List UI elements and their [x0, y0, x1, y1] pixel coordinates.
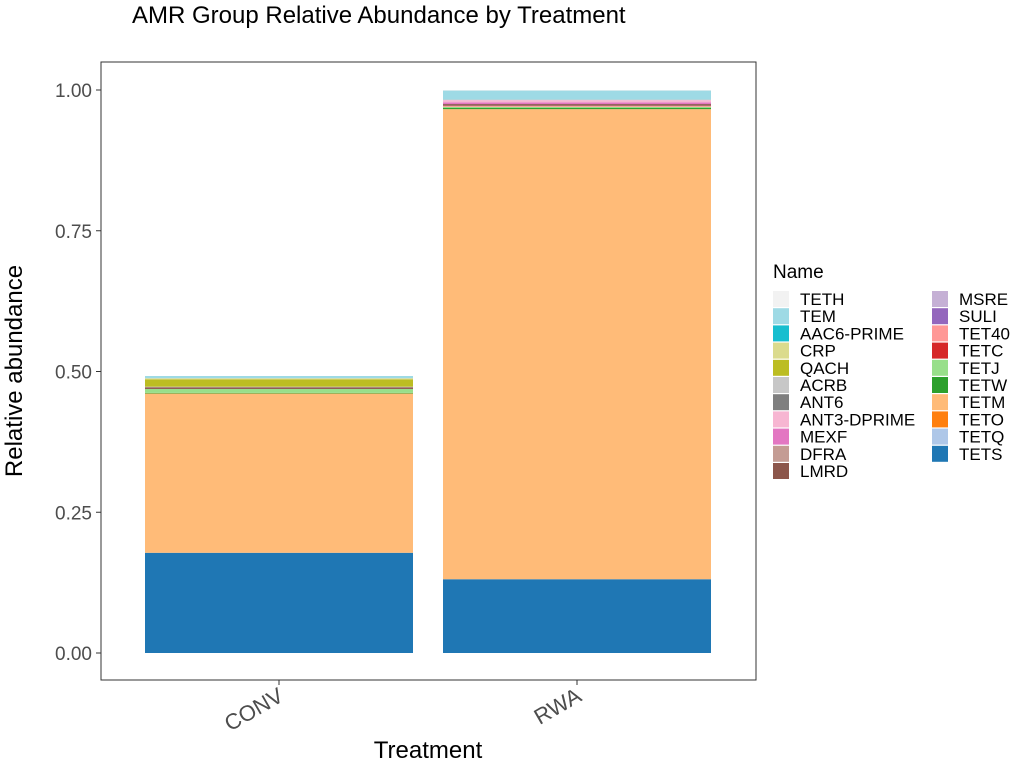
- bar-conv-tets: [145, 552, 413, 653]
- x-axis-title: Treatment: [374, 737, 483, 764]
- legend-swatch: [773, 377, 789, 393]
- y-tick-label: 1.00: [55, 81, 92, 102]
- legend-label: TET40: [959, 324, 1010, 343]
- legend-swatch: [932, 291, 948, 307]
- legend-label: TETC: [959, 342, 1003, 361]
- legend-swatch: [932, 308, 948, 325]
- bar-conv-qach: [145, 379, 413, 387]
- bar-rwa-teth: [443, 90, 711, 91]
- bar-rwa-tet40: [443, 105, 711, 107]
- legend: Name TETHTEMAAC6-PRIMECRPQACHACRBANT6ANT…: [773, 262, 1010, 481]
- bar-conv-tem: [145, 376, 413, 379]
- legend-label: AAC6-PRIME: [800, 324, 904, 343]
- bar-conv-tetw: [145, 392, 413, 394]
- legend-label: ANT6: [800, 393, 843, 412]
- bar-conv-crp: [145, 378, 413, 380]
- legend-swatch: [932, 359, 948, 376]
- legend-label: TETS: [959, 445, 1002, 464]
- bar-rwa-lmrd: [443, 104, 711, 106]
- legend-label: QACH: [800, 359, 849, 378]
- legend-swatch: [932, 325, 948, 342]
- legend-swatch: [932, 394, 948, 411]
- legend-swatch: [773, 325, 789, 342]
- legend-swatch: [773, 359, 789, 376]
- legend-swatch: [773, 394, 789, 411]
- bar-rwa-ant3-dprime: [443, 100, 711, 103]
- legend-swatch: [932, 411, 948, 428]
- y-tick-label: 0.25: [55, 503, 92, 524]
- bar-conv-acrb: [145, 386, 413, 388]
- x-axis: CONV RWA: [220, 680, 586, 736]
- legend-swatch: [932, 377, 948, 393]
- legend-label: MEXF: [800, 428, 847, 447]
- legend-swatch: [773, 411, 789, 428]
- legend-swatch: [773, 463, 789, 479]
- legend-label: TETQ: [959, 428, 1004, 447]
- chart-title: AMR Group Relative Abundance by Treatmen…: [132, 2, 626, 29]
- legend-label: SULI: [959, 307, 997, 326]
- bar-conv-tetm: [145, 393, 413, 553]
- bar-rwa-mexf: [443, 102, 711, 105]
- y-axis: 0.00 0.25 0.50 0.75 1.00: [55, 81, 101, 665]
- legend-label: ACRB: [800, 376, 847, 395]
- legend-label: TEM: [800, 307, 836, 326]
- legend-label: ANT3-DPRIME: [800, 410, 915, 429]
- legend-swatch: [773, 445, 789, 462]
- legend-swatch: [773, 342, 789, 359]
- y-tick-label: 0.75: [55, 222, 92, 243]
- bar-conv-lmrd: [145, 387, 413, 389]
- y-tick-label: 0.00: [55, 644, 92, 665]
- legend-label: CRP: [800, 342, 836, 361]
- legend-label: DFRA: [800, 445, 847, 464]
- bar-rwa-acrb: [443, 99, 711, 101]
- legend-title: Name: [773, 262, 824, 283]
- y-axis-title: Relative abundance: [1, 265, 28, 477]
- legend-label: LMRD: [800, 462, 848, 481]
- legend-label: TETW: [959, 376, 1007, 395]
- y-tick-label: 0.50: [55, 363, 92, 384]
- bar-rwa-tetj: [443, 106, 711, 109]
- legend-label: TETO: [959, 410, 1004, 429]
- bar-rwa-tetm: [443, 109, 711, 580]
- legend-swatch: [773, 428, 789, 445]
- legend-label: TETH: [800, 290, 844, 309]
- bar-rwa-tem: [443, 90, 711, 100]
- legend-swatch: [932, 342, 948, 359]
- legend-swatch: [773, 308, 789, 325]
- legend-label: MSRE: [959, 290, 1008, 309]
- legend-swatch: [773, 291, 789, 307]
- bar-conv-tetj: [145, 388, 413, 393]
- bar-rwa-tets: [443, 579, 711, 653]
- legend-swatch: [932, 445, 948, 462]
- legend-label: TETM: [959, 393, 1005, 412]
- legend-swatch: [932, 428, 948, 445]
- x-tick-label: RWA: [530, 683, 586, 730]
- x-tick-label: CONV: [220, 683, 288, 737]
- legend-label: TETJ: [959, 359, 1000, 378]
- bar-rwa-tetw: [443, 108, 711, 110]
- bars-group: [145, 90, 711, 653]
